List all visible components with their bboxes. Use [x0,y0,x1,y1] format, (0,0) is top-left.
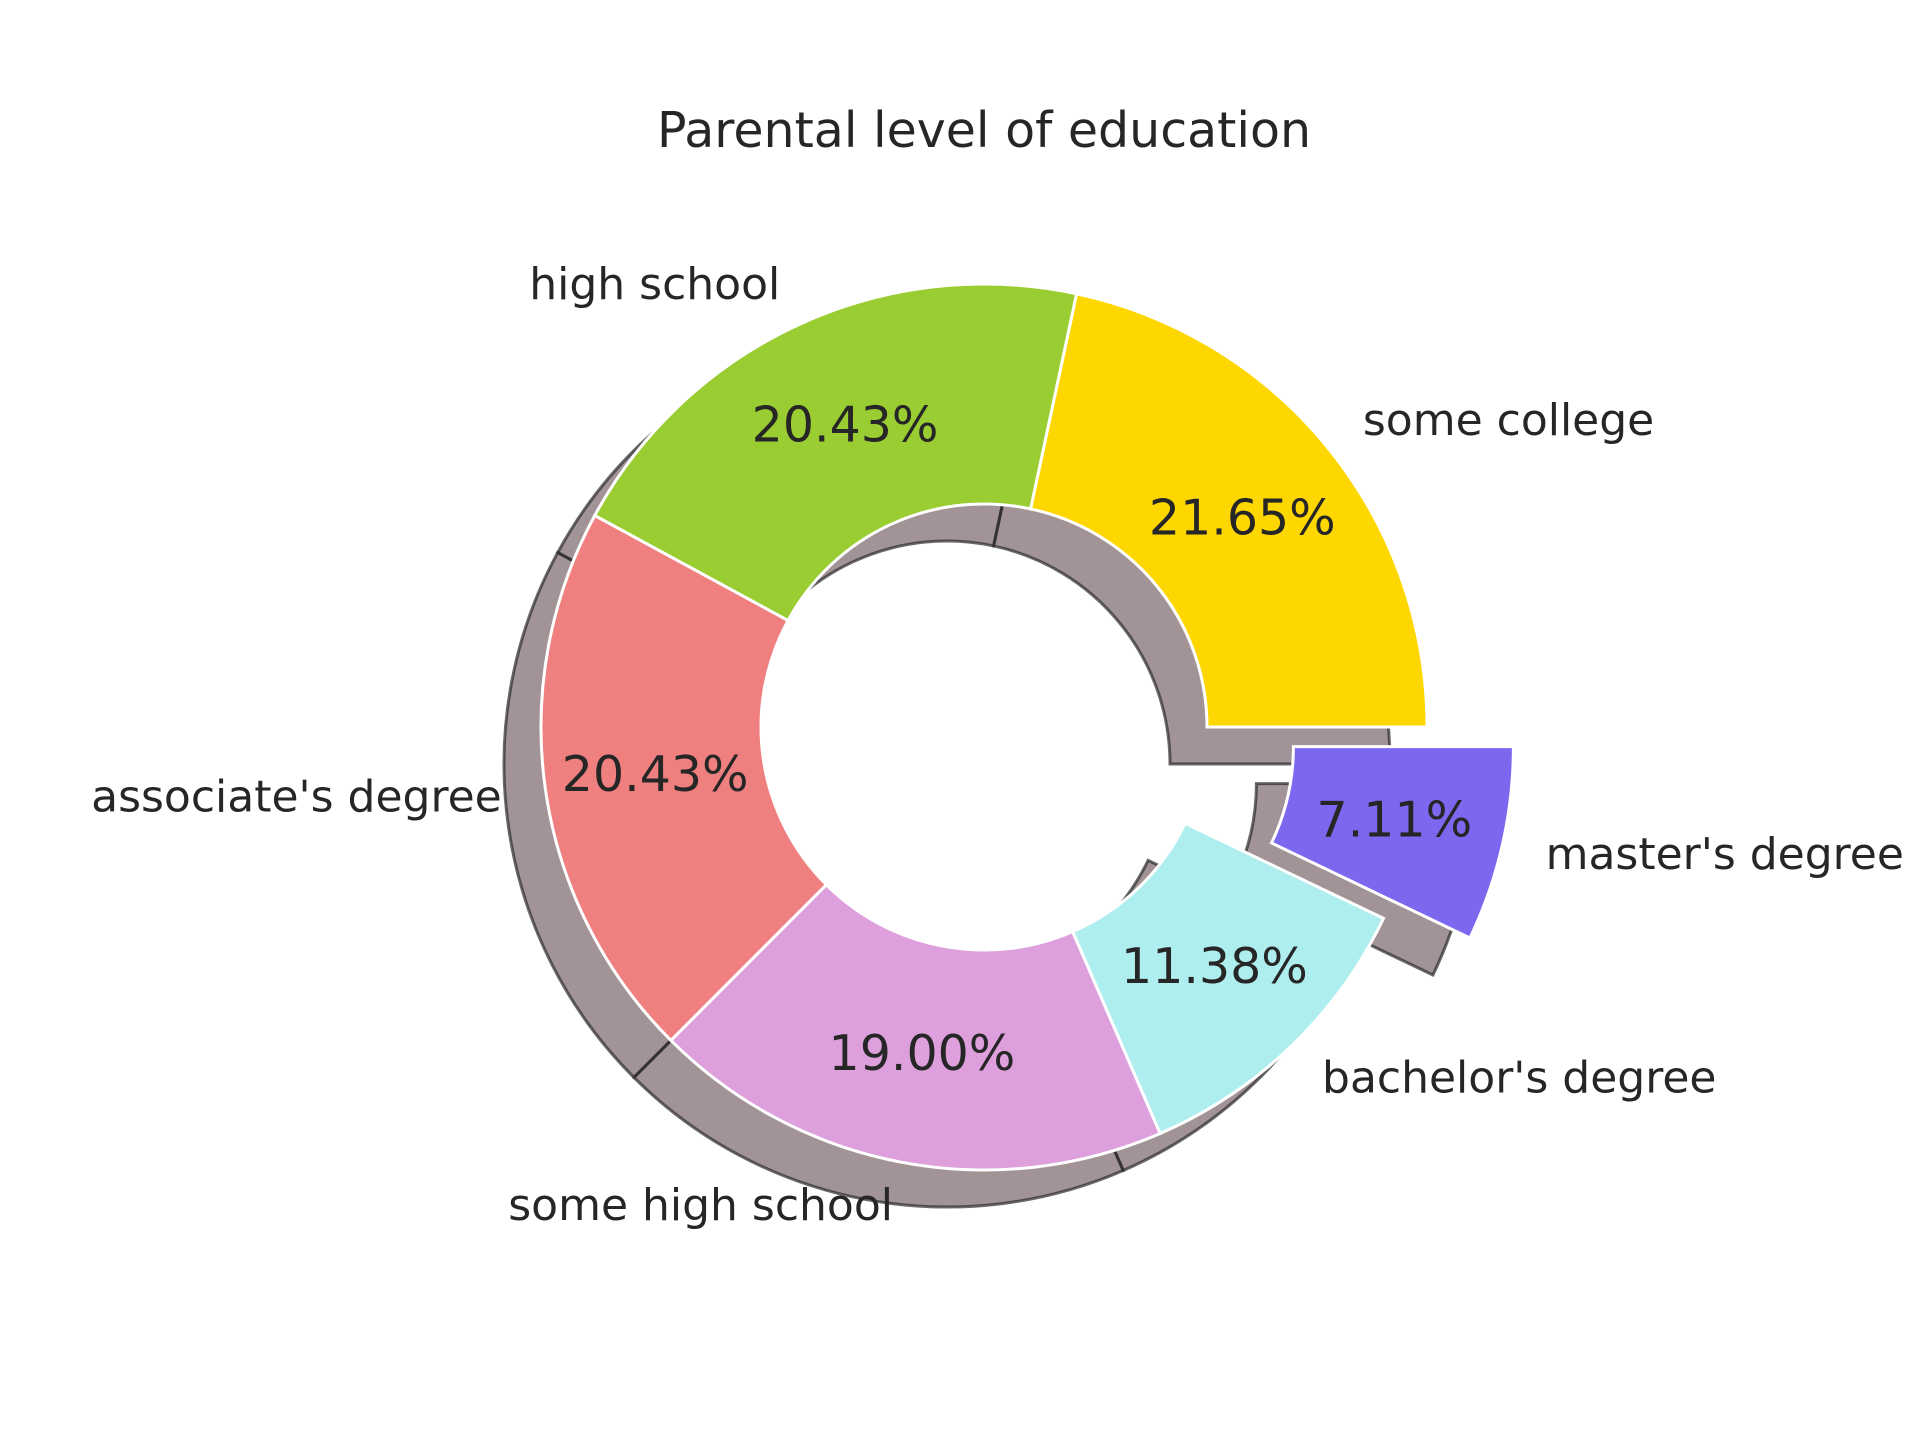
slice-pct-label-3: 19.00% [829,1025,1016,1082]
slice-label-4: bachelor's degree [1322,1053,1716,1104]
slice-pct-label-5: 7.11% [1317,792,1473,849]
slice-pct-label-4: 11.38% [1121,938,1308,995]
pie-slice-5 [1269,745,1515,941]
slice-pct-label-1: 20.43% [752,397,939,454]
pct-layer: 21.65% 20.43% 20.43% 19.00% 11.38% 7.11% [562,397,1472,1082]
slice-label-2: associate's degree [91,772,502,823]
chart-title: Parental level of education [657,102,1311,159]
pie-slice-4 [1070,821,1386,1136]
slice-label-1: high school [529,259,780,310]
pie-slice-3 [668,882,1163,1172]
slice-label-5: master's degree [1546,829,1904,880]
label-layer: some college high school associate's degre… [91,259,1904,1231]
slice-label-0: some college [1363,395,1654,446]
pie-slice-2 [539,513,829,1043]
slice-layer [539,282,1515,1172]
slice-pct-label-2: 20.43% [562,746,749,803]
slice-pct-label-0: 21.65% [1149,490,1336,547]
pie-slice-1 [592,282,1079,623]
pie-slice-0 [1028,291,1429,729]
slice-label-3: some high school [508,1180,893,1231]
